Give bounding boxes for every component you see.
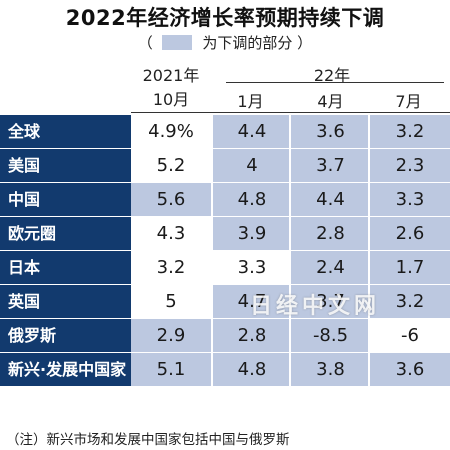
table-cell: 3.6 — [291, 115, 370, 148]
watermark: 日经中文网 — [250, 294, 381, 319]
legend-open-paren: （ — [137, 34, 153, 52]
table-cell: 1.7 — [370, 251, 450, 284]
row-label: 新兴·发展中国家 — [0, 353, 131, 386]
table-cell: 4.9% — [148, 121, 194, 142]
table-row: 全球 4.9% 4.4 3.6 3.2 — [0, 115, 450, 148]
table-cell: 4.4 — [291, 183, 370, 216]
row-label: 美国 — [0, 149, 131, 182]
row-label: 英国 — [0, 285, 131, 318]
table-cell: 4.8 — [213, 353, 291, 386]
header-col-jan: 1月 — [237, 92, 264, 111]
table-cell: 2.6 — [370, 217, 450, 250]
table-cell: 3.7 — [291, 149, 370, 182]
table-cell: 3.2 — [370, 285, 450, 318]
legend-label: 为下调的部分 — [202, 34, 293, 52]
row-label: 欧元圈 — [0, 217, 131, 250]
table-cell: 3.7 — [291, 285, 370, 318]
table-cell: 3.9 — [213, 217, 291, 250]
table-cell: 5.1 — [131, 353, 211, 386]
table-cell: 2.4 — [291, 251, 370, 284]
column-separator — [211, 115, 213, 387]
table-cell: -8.5 — [291, 319, 370, 352]
header-bottom-rule — [131, 112, 450, 113]
chart-title: 2022年经济增长率预期持续下调 — [65, 6, 385, 30]
table-cell: 3.3 — [237, 257, 267, 278]
table-row: 中国 5.6 4.8 4.4 3.3 — [0, 183, 450, 216]
table-cell: 2.8 — [213, 319, 291, 352]
legend: （ 为下调的部分 ） — [0, 32, 450, 53]
table-cell: 3.2 — [156, 257, 186, 278]
row-label: 俄罗斯 — [0, 319, 131, 352]
footnote: （注）新兴市场和发展中国家包括中国与俄罗斯 — [6, 432, 290, 448]
table-cell: 2.9 — [131, 319, 211, 352]
table-row: 新兴·发展中国家 5.1 4.8 3.8 3.6 — [0, 353, 450, 386]
table-cell: 4.8 — [213, 183, 291, 216]
table-row: 美国 5.2 4 3.7 2.3 — [0, 149, 450, 182]
table-cell: 2.8 — [291, 217, 370, 250]
table-cell: 3.2 — [370, 115, 450, 148]
table-cell: 5 — [165, 291, 177, 312]
header-year-22: 22年 — [313, 66, 351, 85]
header-col-jul: 7月 — [395, 92, 422, 111]
table-row: 英国 5 4.7 3.7 3.2 — [0, 285, 450, 318]
table-cell: 4.3 — [156, 223, 186, 244]
table-cell: 5.2 — [156, 155, 186, 176]
header-col-apr: 4月 — [317, 92, 344, 111]
table-cell: 3.6 — [370, 353, 450, 386]
legend-close-paren: ） — [297, 34, 313, 52]
column-separator — [289, 115, 291, 387]
table-cell: 4.7 — [213, 285, 291, 318]
table-cell: 2.3 — [370, 149, 450, 182]
row-label: 中国 — [0, 183, 131, 216]
table-cell: 3.3 — [370, 183, 450, 216]
row-label: 全球 — [0, 115, 131, 148]
column-separator — [368, 115, 370, 387]
header-group-underline — [226, 82, 444, 83]
table-cell: -6 — [401, 325, 419, 346]
table-cell: 5.6 — [131, 183, 211, 216]
header-year-2021: 2021年 — [142, 66, 200, 85]
table-cell: 4 — [213, 149, 291, 182]
header-col-oct-2021: 10月 — [152, 90, 190, 109]
table-row: 欧元圈 4.3 3.9 2.8 2.6 — [0, 217, 450, 250]
row-label: 日本 — [0, 251, 131, 284]
table-row: 日本 3.2 3.3 2.4 1.7 — [0, 251, 450, 284]
table-row: 俄罗斯 2.9 2.8 -8.5 -6 — [0, 319, 450, 352]
legend-swatch — [161, 35, 192, 50]
table-cell: 3.8 — [291, 353, 370, 386]
table-cell: 4.4 — [213, 115, 291, 148]
